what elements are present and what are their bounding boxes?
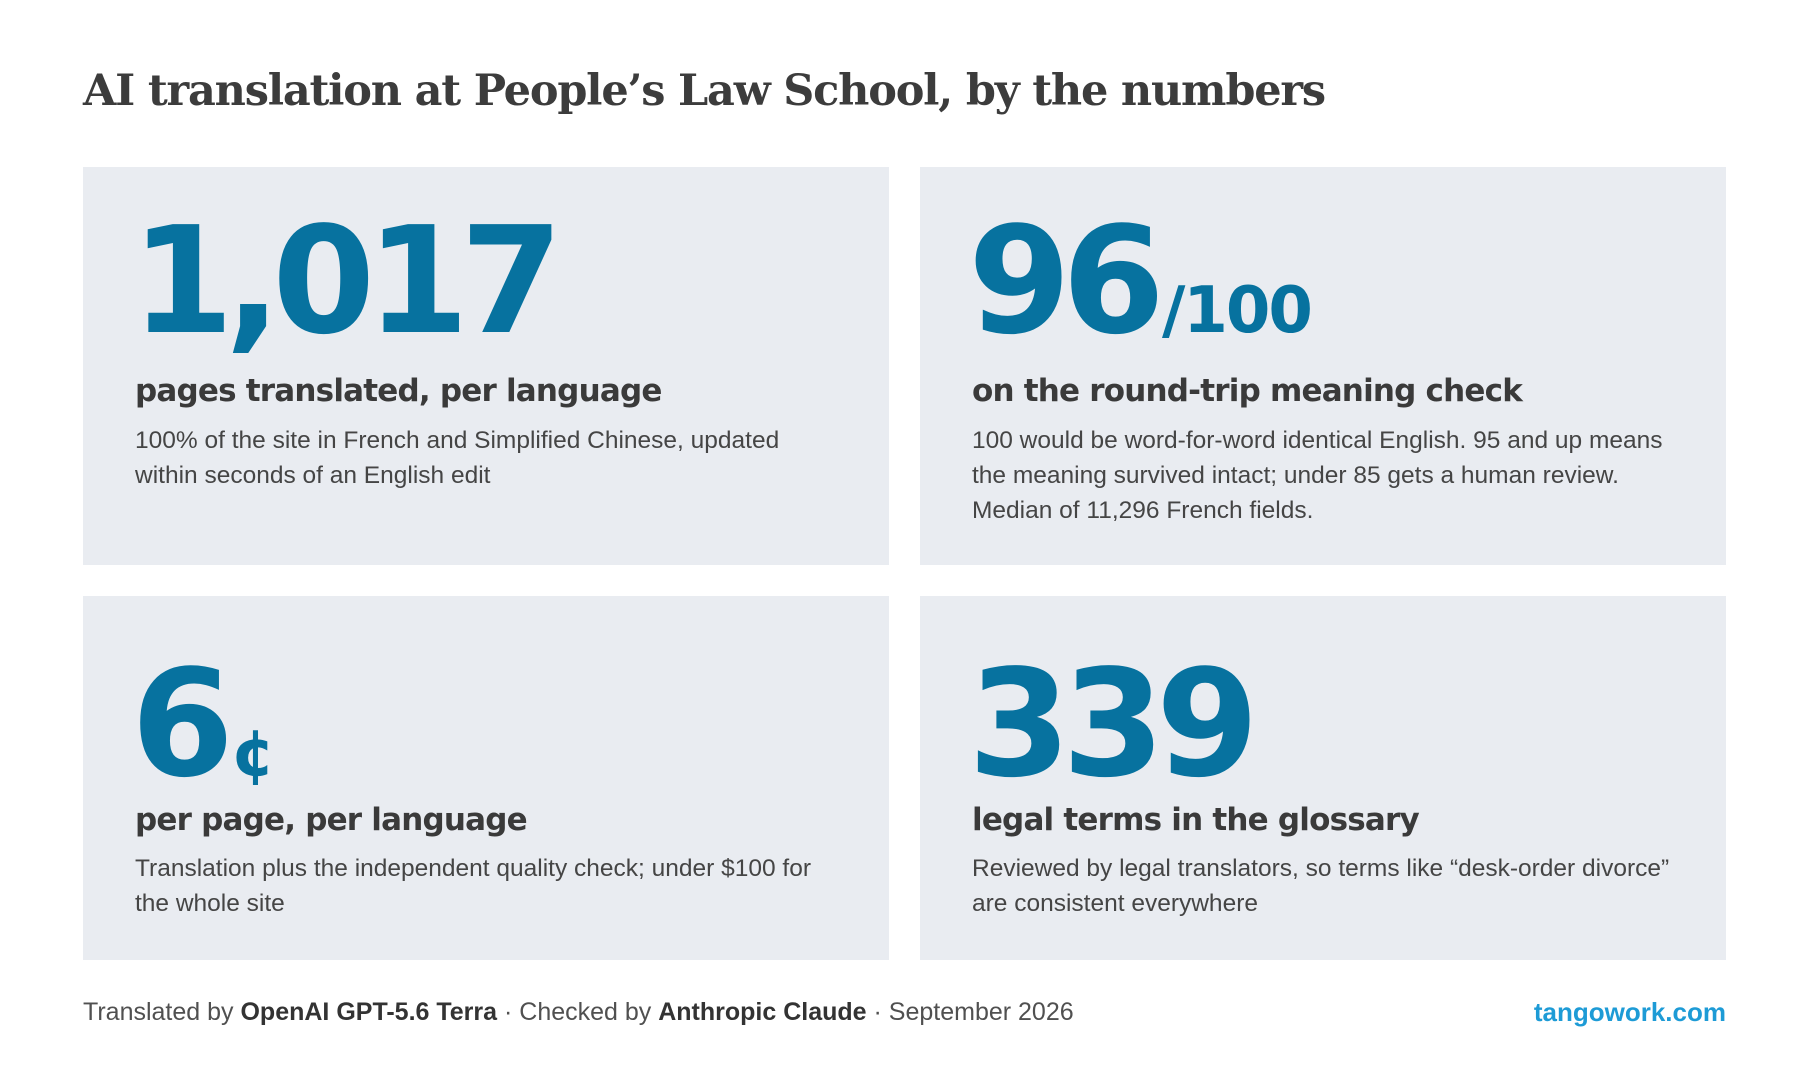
stat-number: 96 [968,195,1165,367]
footer-credits: Translated by OpenAI GPT-5.6 Terra · Che… [83,998,1074,1027]
stat-value: 6¢ [131,650,276,798]
stat-heading: legal terms in the glossary [972,802,1420,838]
stat-heading: per page, per language [135,802,528,838]
stat-value: 96/100 [968,207,1313,355]
page-title: AI translation at People’s Law School, b… [83,66,1326,116]
stat-card-glossary: 339 legal terms in the glossary Reviewed… [920,596,1726,960]
stat-value: 339 [968,650,1259,798]
footer-translated-prefix: Translated by [83,998,241,1026]
stat-card-meaning-check: 96/100 on the round-trip meaning check 1… [920,167,1726,565]
footer-date: · September 2026 [866,998,1074,1026]
footer-translator: OpenAI GPT-5.6 Terra [240,998,498,1026]
stat-suffix: /100 [1161,274,1313,348]
stat-number: 6 [131,638,234,810]
footer-checker: Anthropic Claude [658,998,867,1026]
stat-number: 339 [968,638,1259,810]
stat-number: 1,017 [131,195,563,367]
stat-card-pages: 1,017 pages translated, per language 100… [83,167,889,565]
stat-description: 100 would be word-for-word identical Eng… [972,427,1663,524]
stat-heading: on the round-trip meaning check [972,373,1523,409]
stats-grid: 1,017 pages translated, per language 100… [83,167,1726,960]
stat-heading: pages translated, per language [135,373,662,409]
stat-description: Reviewed by legal translators, so terms … [972,855,1670,917]
stat-value: 1,017 [131,207,563,355]
footer-checked-prefix: · Checked by [497,998,659,1026]
stat-suffix: ¢ [230,717,276,791]
stat-card-cost: 6¢ per page, per language Translation pl… [83,596,889,960]
stat-description: 100% of the site in French and Simplifie… [135,427,780,489]
tangowork-link[interactable]: tangowork.com [1533,997,1726,1027]
stat-description: Translation plus the independent quality… [135,855,812,917]
